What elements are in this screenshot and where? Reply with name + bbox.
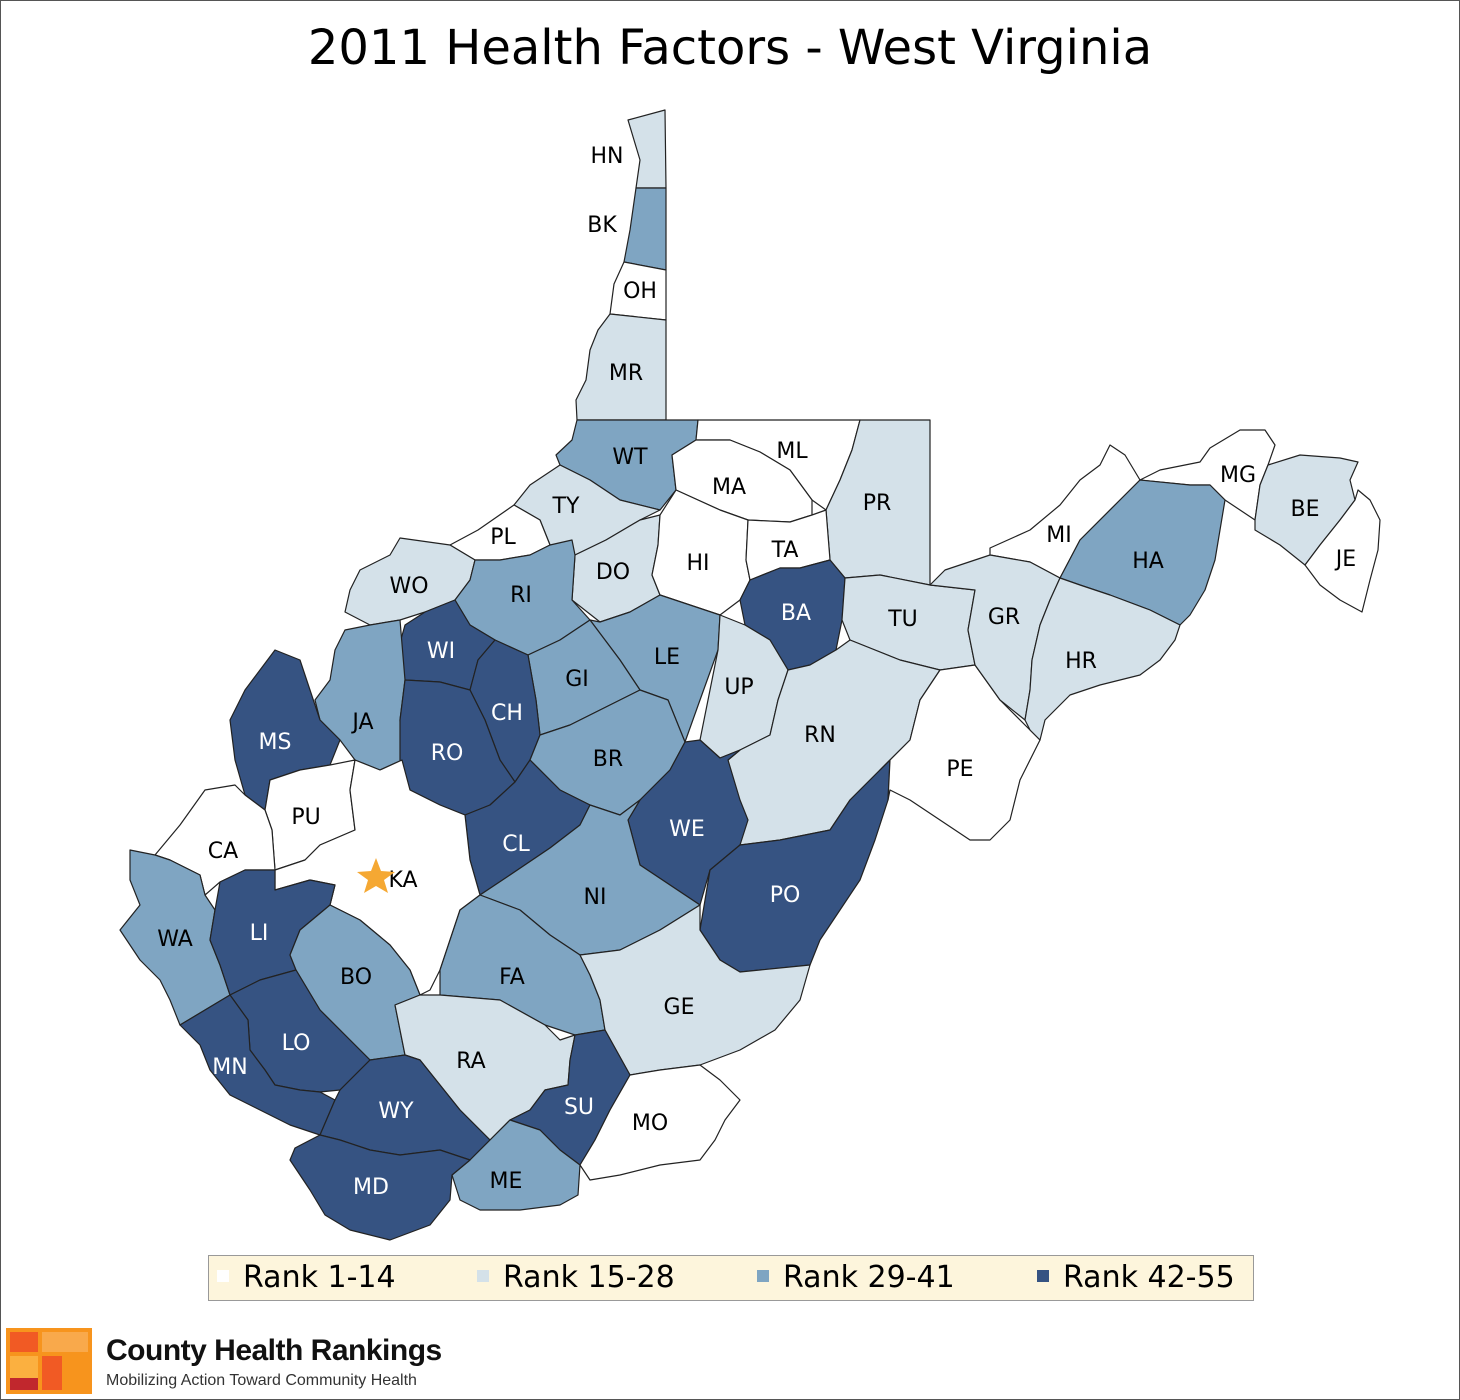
county-HN[interactable] <box>627 109 667 189</box>
county-label-CA: CA <box>208 839 238 864</box>
county-label-OH: OH <box>623 279 657 304</box>
county-HR[interactable] <box>1024 577 1181 741</box>
legend-swatch <box>757 1269 769 1282</box>
legend-swatch <box>477 1269 489 1282</box>
county-label-LE: LE <box>654 645 680 670</box>
county-label-RI: RI <box>510 583 532 608</box>
county-label-ME: ME <box>490 1169 523 1194</box>
county-label-GE: GE <box>664 995 695 1020</box>
county-label-HA: HA <box>1132 549 1164 574</box>
county-labels: HN BK OH MR WT ML MA PR TY PL DO HI TA WO RI BA TU WI LE GI… <box>157 144 1356 1200</box>
county-label-WE: WE <box>669 817 705 842</box>
county-label-BA: BA <box>781 601 811 626</box>
legend-label: Rank 1-14 <box>243 1260 396 1295</box>
county-label-WT: WT <box>612 445 648 470</box>
county-label-MG: MG <box>1220 463 1256 488</box>
county-label-CH: CH <box>491 701 523 726</box>
county-label-BR: BR <box>593 747 623 772</box>
legend: Rank 1-14 Rank 15-28 Rank 29-41 Rank 42-… <box>208 1255 1254 1301</box>
county-label-HR: HR <box>1065 649 1097 674</box>
county-label-BE: BE <box>1291 497 1320 522</box>
legend-swatch <box>1037 1269 1049 1282</box>
county-label-RA: RA <box>456 1049 485 1074</box>
county-label-ML: ML <box>776 439 808 464</box>
county-label-LI: LI <box>250 921 269 946</box>
county-label-HI: HI <box>686 551 709 576</box>
county-label-HN: HN <box>591 144 624 169</box>
county-label-GR: GR <box>988 605 1020 630</box>
legend-item-rank-42-55: Rank 42-55 <box>1037 1260 1235 1296</box>
county-label-MR: MR <box>609 361 643 386</box>
county-PE[interactable] <box>879 664 1041 841</box>
county-label-PE: PE <box>946 757 973 782</box>
county-MR[interactable] <box>575 313 667 421</box>
capital-star-icon <box>357 858 395 893</box>
county-label-FA: FA <box>499 965 525 990</box>
legend-item-rank-1-14: Rank 1-14 <box>217 1260 396 1296</box>
county-label-WA: WA <box>157 927 193 952</box>
county-label-PR: PR <box>863 491 892 516</box>
county-label-RN: RN <box>804 723 836 748</box>
brand-tagline: Mobilizing Action Toward Community Healt… <box>106 1372 417 1389</box>
county-label-WI: WI <box>427 639 455 664</box>
legend-item-rank-15-28: Rank 15-28 <box>477 1260 675 1296</box>
county-label-CL: CL <box>502 832 530 857</box>
county-label-PU: PU <box>291 805 320 830</box>
county-health-rankings-logo-icon <box>6 1328 92 1394</box>
county-label-TA: TA <box>771 538 799 563</box>
county-MO[interactable] <box>579 1064 741 1181</box>
county-label-DO: DO <box>596 560 630 585</box>
legend-swatch <box>217 1269 229 1282</box>
county-label-MO: MO <box>632 1111 668 1136</box>
county-label-WO: WO <box>389 574 428 599</box>
county-label-LO: LO <box>282 1031 311 1056</box>
legend-label: Rank 29-41 <box>783 1260 955 1295</box>
legend-label: Rank 15-28 <box>503 1260 675 1295</box>
county-label-TY: TY <box>552 494 580 519</box>
county-JE[interactable] <box>1304 489 1381 613</box>
county-MD[interactable] <box>289 1134 471 1241</box>
county-label-RO: RO <box>431 741 464 766</box>
legend-item-rank-29-41: Rank 29-41 <box>757 1260 955 1296</box>
county-map: HN BK OH MR WT ML MA PR TY PL DO HI TA WO RI BA TU WI LE GI… <box>119 109 1381 1241</box>
county-label-BK: BK <box>587 213 617 238</box>
county-label-MA: MA <box>712 475 746 500</box>
county-label-PO: PO <box>770 883 801 908</box>
county-label-GI: GI <box>565 667 589 692</box>
county-label-JA: JA <box>350 710 373 735</box>
county-label-MD: MD <box>353 1175 389 1200</box>
brand-name: County Health Rankings <box>106 1334 442 1367</box>
county-label-BO: BO <box>340 965 372 990</box>
county-label-PL: PL <box>490 525 516 550</box>
county-label-JE: JE <box>1334 547 1356 572</box>
brand-block: County Health Rankings Mobilizing Action… <box>6 1328 486 1394</box>
county-label-WY: WY <box>378 1099 414 1124</box>
map-title: 2011 Health Factors - West Virginia <box>307 20 1153 76</box>
county-label-MS: MS <box>259 730 292 755</box>
legend-label: Rank 42-55 <box>1063 1260 1235 1295</box>
county-label-KA: KA <box>388 868 417 893</box>
county-label-UP: UP <box>724 675 753 700</box>
county-label-MI: MI <box>1046 523 1071 548</box>
county-label-TU: TU <box>887 607 918 632</box>
county-label-NI: NI <box>584 885 607 910</box>
county-MN[interactable] <box>179 994 336 1136</box>
county-BK[interactable] <box>623 187 667 271</box>
county-label-MN: MN <box>212 1055 247 1080</box>
county-label-SU: SU <box>564 1095 594 1120</box>
